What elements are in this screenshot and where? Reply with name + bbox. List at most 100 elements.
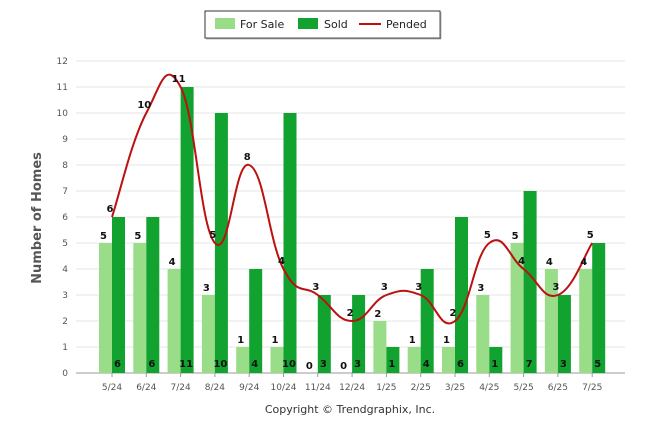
x-tick-label: 11/24 [305,383,331,393]
y-tick-label: 2 [62,317,68,327]
y-tick-label: 5 [62,239,68,249]
pended-value-label: 4 [518,256,525,267]
bar-sold [523,191,537,373]
pended-line-path [111,73,594,325]
x-axis-ticks: 5/24 6/24 7/24 8/24 9/24 10/24 11/24 12/24 1/25 2… [102,373,602,393]
y-tick-label: 12 [57,57,68,67]
for-sale-value-label: 1 [237,335,244,346]
for-sale-value-label: 5 [512,231,519,242]
bar-sold [386,347,400,373]
bar-for-sale [407,347,421,373]
bar-sold [283,113,297,373]
legend-label-for-sale: For Sale [240,18,284,31]
for-sale-value-label: 1 [443,335,450,346]
legend: For Sale Sold Pended [204,10,442,40]
pended-value-label: 5 [587,230,594,241]
y-tick-label: 7 [62,187,68,197]
bar-sold [317,295,331,373]
bar-sold [592,243,606,373]
sold-value-label: 4 [251,359,258,370]
sold-value-label: 6 [114,359,121,370]
pended-value-label: 5 [484,230,491,241]
pended-value-label: 8 [244,152,251,163]
y-tick-label: 10 [57,109,69,119]
bar-for-sale [133,243,147,373]
bar-sold [455,217,468,373]
sold-value-label: 10 [282,359,296,370]
bar-for-sale [167,269,181,373]
y-tick-label: 6 [62,213,68,223]
y-tick-label: 4 [62,265,68,275]
sold-value-label: 6 [148,359,155,370]
pended-value-label: 2 [347,308,354,319]
pended-value-label: 4 [278,256,285,267]
for-sale-value-label: 0 [340,361,347,372]
for-sale-value-label: 5 [134,231,141,242]
pended-value-label: 3 [381,282,388,293]
bar-sold [352,295,366,373]
bar-for-sale [99,243,112,373]
bar-for-sale [201,295,215,373]
bar-sold [112,217,125,373]
legend-swatch-sold [298,18,318,29]
sold-value-label: 10 [213,359,227,370]
bars [99,87,606,373]
grid-lines [76,60,625,374]
y-tick-label: 8 [62,161,68,171]
bar-sold [420,269,434,373]
sold-value-label: 1 [388,359,395,370]
bar-for-sale [442,347,455,373]
sold-value-label: 3 [560,359,567,370]
sold-value-label: 1 [491,359,498,370]
for-sale-value-label: 5 [100,231,107,242]
sold-value-label: 11 [179,359,193,370]
for-sale-value-label: 1 [409,335,416,346]
x-tick-label: 2/25 [411,383,431,393]
legend-label-pended: Pended [386,18,427,31]
x-tick-label: 9/24 [239,383,259,393]
x-tick-label: 8/24 [205,383,225,393]
pended-value-label: 3 [415,282,422,293]
y-tick-label: 9 [62,135,68,145]
y-tick-label: 3 [62,291,68,301]
x-tick-label: 6/24 [136,383,156,393]
y-axis-label: Number of Homes [30,152,45,284]
for-sale-value-label: 2 [374,309,381,320]
sold-value-label: 3 [354,359,361,370]
x-tick-label: 6/25 [548,383,568,393]
x-tick-label: 12/24 [339,383,365,393]
x-tick-label: 7/24 [170,383,190,393]
pended-value-label: 11 [172,74,186,85]
bar-for-sale [510,243,524,373]
bar-for-sale [236,347,250,373]
sold-value-label: 4 [423,359,430,370]
x-tick-label: 7/25 [582,383,602,393]
bar-for-sale [579,269,593,373]
bar-sold [146,217,160,373]
bar-for-sale [373,321,387,373]
for-sale-value-label: 3 [477,283,484,294]
for-sale-value-label: 0 [306,361,313,372]
x-tick-label: 3/25 [445,383,465,393]
bar-for-sale [270,347,284,373]
x-tick-label: 5/24 [102,383,122,393]
x-tick-label: 1/25 [376,383,396,393]
sold-value-label: 5 [594,359,601,370]
legend-swatch-for-sale [215,18,235,29]
x-tick-label: 5/25 [513,383,533,393]
x-tick-label: 4/25 [479,383,499,393]
for-sale-value-label: 3 [203,283,210,294]
for-sale-value-label: 4 [546,257,553,268]
y-tick-label: 1 [62,343,68,353]
x-tick-label: 10/24 [271,383,297,393]
for-sale-value-label: 4 [580,257,587,268]
legend-label-sold: Sold [324,18,348,31]
sold-value-label: 6 [457,359,464,370]
y-tick-label: 0 [62,369,68,379]
for-sale-value-label: 1 [272,335,279,346]
pended-value-label: 10 [137,100,151,111]
for-sale-value-label: 4 [169,257,176,268]
